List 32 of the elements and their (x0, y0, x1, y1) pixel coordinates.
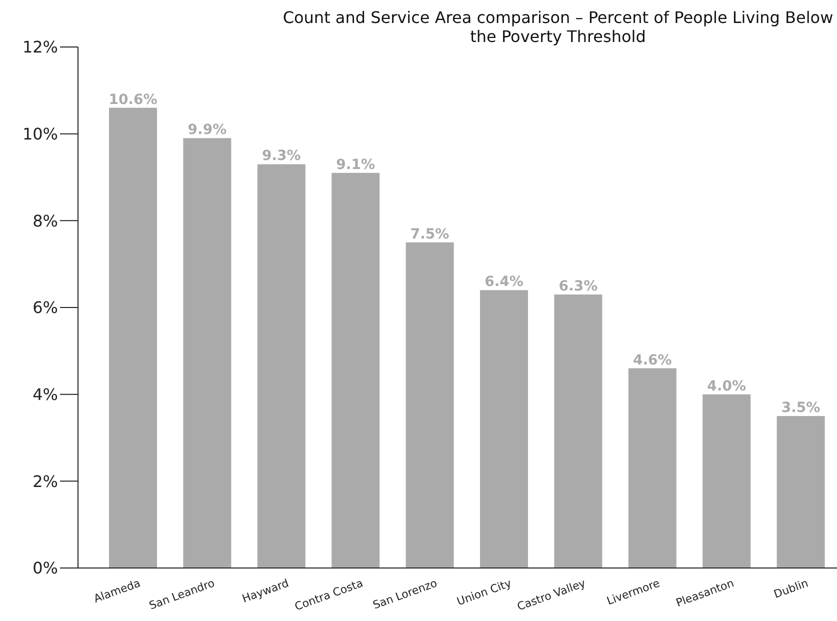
data-label: 10.6% (108, 92, 158, 108)
y-tick-label: 12% (22, 38, 58, 57)
x-tick-label: Dublin (772, 576, 810, 601)
bar (183, 138, 232, 568)
bar (480, 290, 528, 568)
y-tick-label: 0% (32, 558, 58, 578)
data-label: 9.9% (188, 122, 227, 138)
x-tick-label: Contra Costa (292, 576, 365, 614)
data-label: 6.3% (558, 278, 598, 294)
data-label: 3.5% (781, 400, 820, 416)
x-tick-label: Union City (455, 576, 514, 608)
bar (257, 164, 306, 568)
bar (776, 416, 825, 568)
x-tick-label: Castro Valley (515, 576, 588, 614)
y-tick-label: 6% (32, 298, 58, 318)
bar (554, 294, 602, 568)
bar (332, 172, 380, 568)
data-label: 6.4% (484, 274, 524, 290)
bar (109, 108, 157, 568)
data-label: 9.1% (336, 156, 376, 173)
data-label: 9.3% (262, 148, 301, 164)
bar (628, 368, 676, 568)
y-tick-label: 2% (32, 472, 58, 491)
y-tick-label: 10% (22, 124, 58, 144)
data-label: 4.6% (632, 352, 672, 368)
y-tick-label: 8% (32, 211, 58, 230)
bar (406, 242, 454, 568)
chart-title: Count and Service Area comparison – Percent of People Living Below the Poverty Threshold (282, 8, 834, 46)
bar (702, 394, 751, 568)
data-label: 4.0% (707, 378, 746, 394)
y-tick-label: 4% (32, 385, 58, 404)
data-label: 7.5% (410, 226, 450, 242)
